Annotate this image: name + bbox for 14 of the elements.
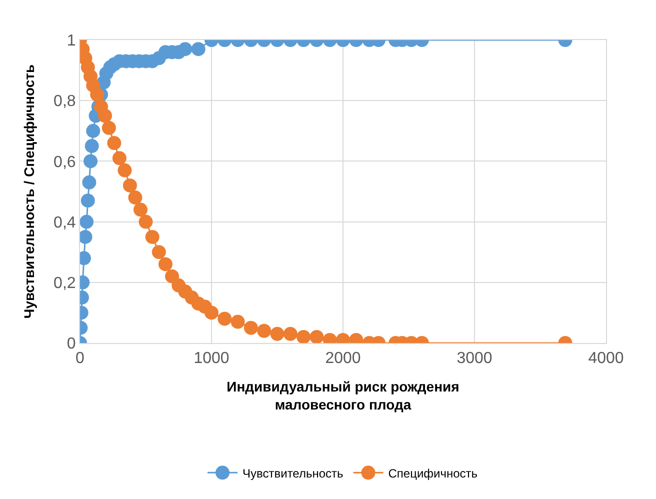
x-tick-label: 2000 xyxy=(325,350,361,368)
legend-label: Чувствительность xyxy=(242,466,344,480)
x-axis-title: Индивидуальный риск рождения маловесного плода xyxy=(226,378,460,413)
y-tick-label: 0 xyxy=(66,336,76,353)
y-tick-label: 0,4 xyxy=(54,214,76,232)
y-tick-label: 0,2 xyxy=(54,275,76,292)
y-tick-label: 0,6 xyxy=(54,154,76,171)
legend-label: Специфичность xyxy=(388,466,478,480)
x-tick-label: 1000 xyxy=(194,350,230,368)
x-tick-label: 3000 xyxy=(456,350,492,368)
y-axis-title: Чувствительность / Специфичность xyxy=(21,64,38,319)
x-tick-label: 4000 xyxy=(588,350,624,368)
y-tick-label: 1 xyxy=(66,32,76,50)
y-tick-label: 0,8 xyxy=(54,93,76,110)
